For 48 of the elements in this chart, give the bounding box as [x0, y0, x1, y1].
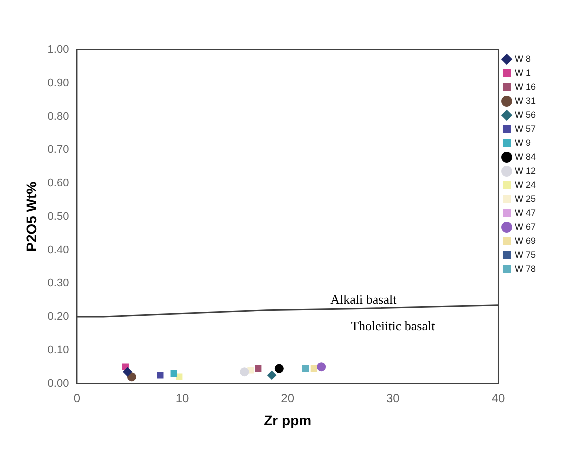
- legend-label: W 69: [514, 236, 536, 246]
- point: [240, 368, 250, 377]
- legend-label: W 31: [514, 96, 536, 106]
- y-tick-label: 0.40: [48, 244, 70, 256]
- legend-label: W 56: [514, 110, 536, 120]
- point: [170, 370, 178, 378]
- point: [310, 365, 318, 372]
- legend-label: W 47: [514, 208, 536, 218]
- x-tick-label: 0: [74, 391, 81, 406]
- y-axis-title: P2O5 Wt%: [23, 181, 40, 252]
- x-tick-label: 20: [281, 391, 295, 406]
- legend-label: W 16: [514, 82, 536, 92]
- annotation: Alkali basalt: [330, 292, 398, 307]
- y-tick-label: 0.00: [48, 378, 70, 390]
- point: [127, 372, 136, 382]
- x-tick-label: 40: [492, 391, 506, 406]
- legend-label: W 78: [514, 264, 536, 274]
- y-tick-label: 0.30: [48, 278, 70, 290]
- legend-label: W 75: [514, 250, 536, 260]
- legend-label: W 67: [514, 222, 536, 232]
- point: [302, 365, 310, 372]
- point: [248, 367, 254, 374]
- x-tick-label: 30: [386, 391, 400, 406]
- legend-label: W 9: [514, 138, 532, 148]
- legend-label: W 25: [514, 194, 536, 204]
- y-tick-label: 0.60: [48, 178, 70, 190]
- y-tick-label: 0.80: [48, 110, 70, 123]
- legend-label: W 24: [514, 180, 536, 190]
- point: [157, 372, 164, 379]
- point: [274, 364, 284, 374]
- point: [268, 370, 277, 380]
- x-tick-label: 10: [176, 391, 190, 406]
- y-tick-label: 0.10: [48, 344, 70, 356]
- y-tick-label: 0.50: [48, 210, 70, 223]
- y-tick-label: 1.00: [48, 44, 70, 56]
- point: [317, 362, 326, 372]
- legend-label: W 1: [514, 68, 532, 78]
- point: [123, 368, 132, 377]
- legend-label: W 8: [514, 54, 532, 64]
- legend-label: W 12: [514, 166, 536, 176]
- annotation: Tholeiitic basalt: [351, 318, 436, 334]
- legend-label: W 84: [514, 152, 536, 162]
- y-tick-label: 0.20: [48, 311, 70, 324]
- point: [255, 365, 262, 372]
- y-tick-label: 0.70: [48, 144, 70, 156]
- y-tick-label: 0.90: [48, 77, 70, 90]
- legend-label: W 57: [514, 124, 536, 134]
- x-axis-title: Zr ppm: [264, 412, 312, 428]
